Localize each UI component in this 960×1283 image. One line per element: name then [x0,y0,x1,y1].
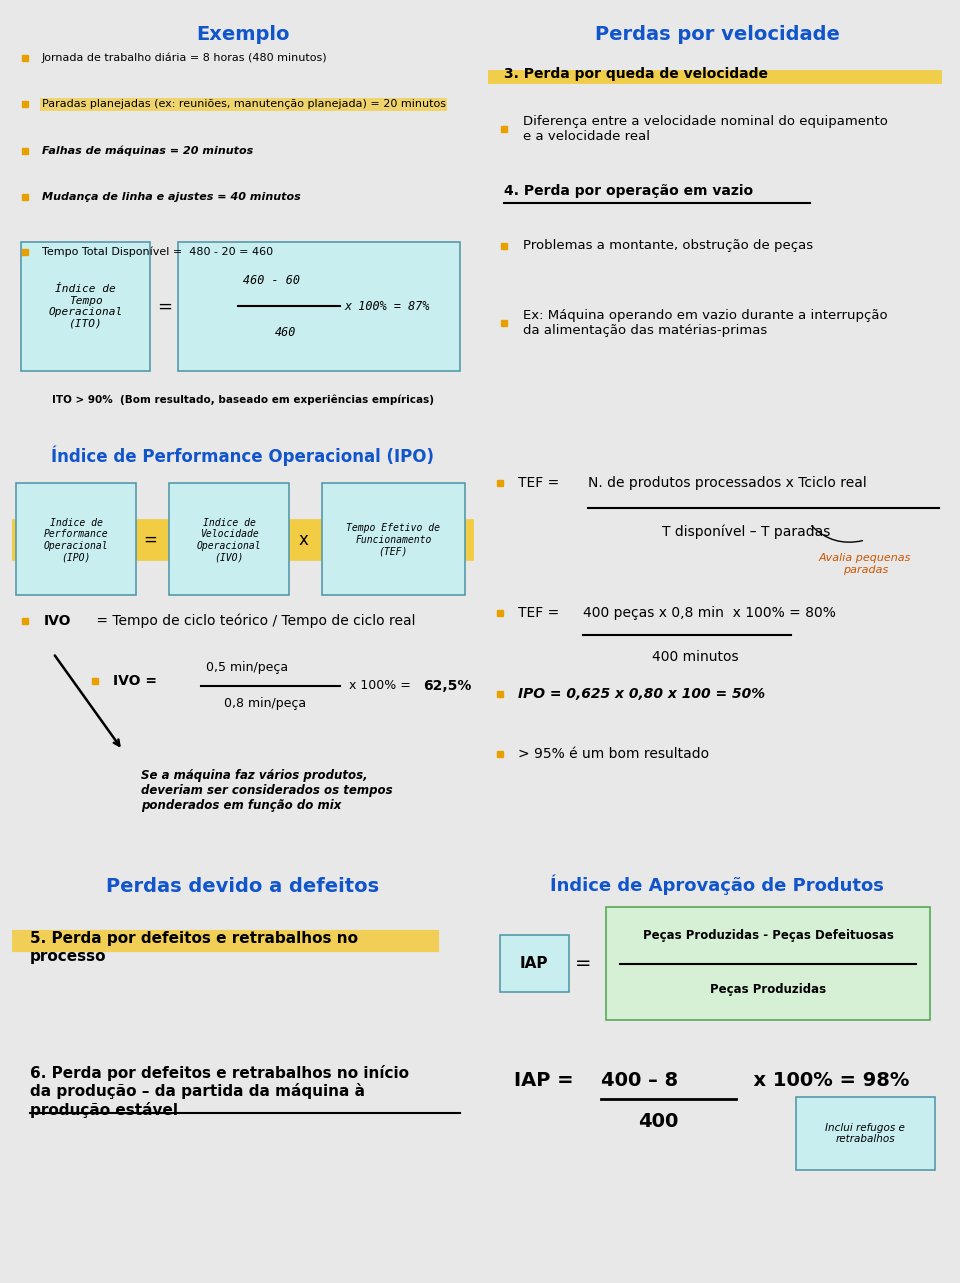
Text: =: = [575,955,591,973]
Text: =: = [143,531,157,549]
Text: =: = [156,298,172,316]
Text: 400: 400 [638,1111,679,1130]
Text: Inclui refugos e
retrabalhos: Inclui refugos e retrabalhos [826,1123,905,1144]
Text: x 100% =: x 100% = [345,679,415,692]
Text: 62,5%: 62,5% [423,679,471,693]
Text: 6. Perda por defeitos e retrabalhos no início
da produção – da partida da máquin: 6. Perda por defeitos e retrabalhos no i… [30,1065,409,1117]
Text: 5. Perda por defeitos e retrabalhos no
processo: 5. Perda por defeitos e retrabalhos no p… [30,931,358,964]
Text: Perdas por velocidade: Perdas por velocidade [594,26,840,45]
Text: IPO = 0,625 x 0,80 x 100 = 50%: IPO = 0,625 x 0,80 x 100 = 50% [518,686,765,701]
Text: Perdas devido a defeitos: Perdas devido a defeitos [107,876,379,896]
FancyBboxPatch shape [322,484,465,594]
Text: 460: 460 [276,326,297,339]
Text: x: x [299,531,308,549]
Text: Paradas planejadas (ex: reuniões, manutenção planejada) = 20 minutos: Paradas planejadas (ex: reuniões, manute… [41,99,445,109]
Text: Índice de Performance Operacional (IPO): Índice de Performance Operacional (IPO) [52,445,434,466]
FancyBboxPatch shape [606,907,930,1020]
Text: IVO: IVO [44,613,71,627]
Text: N. de produtos processados x Tciclo real: N. de produtos processados x Tciclo real [588,476,866,490]
Text: Indice de
Performance
Operacional
(IPO): Indice de Performance Operacional (IPO) [44,517,108,562]
Text: Peças Produzidas: Peças Produzidas [710,983,827,997]
Text: Peças Produzidas - Peças Defeituosas: Peças Produzidas - Peças Defeituosas [642,929,894,942]
Text: Indice de
Velocidade
Operacional
(IVO): Indice de Velocidade Operacional (IVO) [197,517,261,562]
Text: Mudança de linha e ajustes = 40 minutos: Mudança de linha e ajustes = 40 minutos [41,192,300,203]
Text: IVO =: IVO = [113,675,162,689]
Text: IAP: IAP [520,956,548,971]
Text: Falhas de máquinas = 20 minutos: Falhas de máquinas = 20 minutos [41,145,252,157]
Text: 400 minutos: 400 minutos [653,650,739,665]
Text: > 95% é um bom resultado: > 95% é um bom resultado [518,747,709,761]
Text: T disponível – T paradas: T disponível – T paradas [661,525,830,539]
Text: Ex: Máquina operando em vazio durante a interrupção
da alimentação das matérias-: Ex: Máquina operando em vazio durante a … [523,308,887,336]
Text: Se a máquina faz vários produtos,
deveriam ser considerados os tempos
ponderados: Se a máquina faz vários produtos, deveri… [141,769,393,812]
FancyBboxPatch shape [499,935,569,992]
Text: Avalia pequenas
paradas: Avalia pequenas paradas [819,553,911,575]
Text: 3. Perda por queda de velocidade: 3. Perda por queda de velocidade [504,67,768,81]
Text: IAP =: IAP = [514,1071,580,1091]
FancyBboxPatch shape [169,484,289,594]
Text: x 100% = 98%: x 100% = 98% [740,1071,910,1091]
Text: Tempo Total Disponível =  480 - 20 = 460: Tempo Total Disponível = 480 - 20 = 460 [41,246,273,257]
Text: 0,8 min/peça: 0,8 min/peça [225,697,306,711]
Text: 400 peças x 0,8 min  x 100% = 80%: 400 peças x 0,8 min x 100% = 80% [583,606,836,620]
Text: = Tempo de ciclo teórico / Tempo de ciclo real: = Tempo de ciclo teórico / Tempo de cicl… [92,613,416,629]
Text: TEF =: TEF = [518,476,564,490]
Text: ITO > 90%  (Bom resultado, baseado em experiências empíricas): ITO > 90% (Bom resultado, baseado em exp… [52,394,434,404]
Text: 460 - 60: 460 - 60 [243,273,300,286]
Text: Tempo Efetivo de
Funcionamento
(TEF): Tempo Efetivo de Funcionamento (TEF) [347,523,441,557]
Text: Diferença entre a velocidade nominal do equipamento
e a velocidade real: Diferença entre a velocidade nominal do … [523,114,888,142]
Text: Índice de
Tempo
Operacional
(ITO): Índice de Tempo Operacional (ITO) [48,284,123,328]
Text: 400 – 8: 400 – 8 [601,1071,679,1091]
Text: Índice de Aprovação de Produtos: Índice de Aprovação de Produtos [550,875,884,896]
Text: Jornada de trabalho diária = 8 horas (480 minutos): Jornada de trabalho diária = 8 horas (48… [41,53,327,63]
FancyBboxPatch shape [796,1097,935,1170]
Text: TEF =: TEF = [518,606,564,620]
FancyBboxPatch shape [16,484,136,594]
Text: 4. Perda por operação em vazio: 4. Perda por operação em vazio [504,185,754,198]
Text: 0,5 min/peça: 0,5 min/peça [205,661,288,674]
FancyBboxPatch shape [21,241,151,371]
FancyBboxPatch shape [179,241,461,371]
Text: x 100% = 87%: x 100% = 87% [345,300,430,313]
Text: Problemas a montante, obstrução de peças: Problemas a montante, obstrução de peças [523,239,813,253]
Text: Exemplo: Exemplo [196,26,290,45]
